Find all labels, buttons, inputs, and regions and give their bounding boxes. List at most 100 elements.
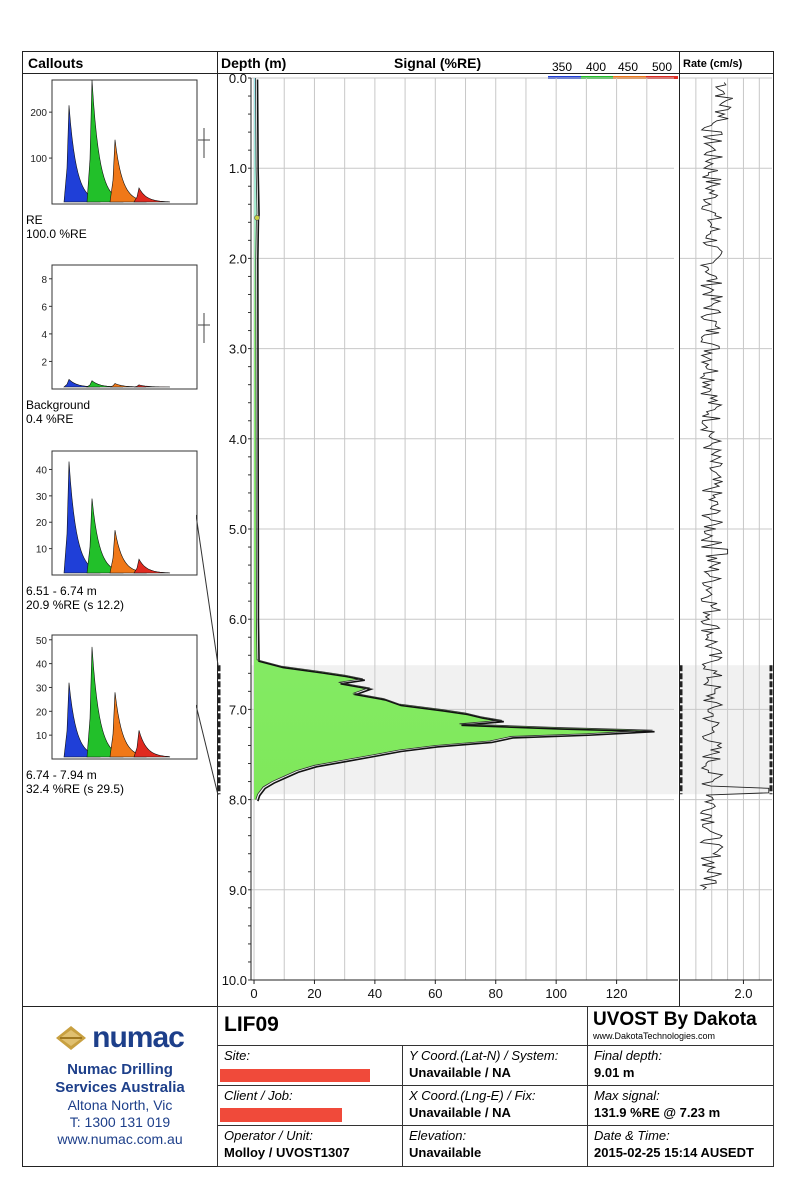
elevation-value: Unavailable [409,1145,482,1160]
callout-ytick-label: 10 [36,731,48,742]
max-signal-cell: Max signal: 131.9 %RE @ 7.23 m [587,1085,774,1126]
callout-ytick-label: 100 [30,154,47,165]
callout-background-label: Background [26,398,91,412]
x-tick-label: 40 [368,986,382,1001]
callout-background-value: 0.4 %RE [26,412,74,426]
callout-background: 2 4 6 8 Background 0.4 %RE [22,263,218,426]
callout-waveform-interval-2: 10 20 30 40 50 [36,634,198,760]
site-cell: Site: [217,1045,403,1086]
depth-header: Depth (m) [221,55,287,71]
signal-depth-chart: 0.0 1.0 2.0 3.0 4.0 5.0 6.0 7.0 8.0 9.0 10.00 20 40 6… [218,74,678,1001]
header-divider [22,73,774,74]
company-name-2: Services Australia [55,1079,185,1096]
brand-title: UVOST By Dakota [593,1009,757,1030]
callout-waveform-peak-3 [133,730,171,758]
callout-ytick-label: 40 [36,465,48,476]
ycoord-value: Unavailable / NA [409,1065,511,1080]
datetime-value: 2015-02-25 15:14 AUSEDT [594,1145,754,1160]
company-website[interactable]: www.numac.com.au [57,1131,183,1147]
y-tick-label: 7.0 [229,702,247,717]
signal-line [255,77,653,800]
callout-interval-2-value: 32.4 %RE (s 29.5) [26,782,125,796]
callout-interval-2: 10 20 30 40 50 6.74 - 7.94 m 32.4 %RE (s 29.… [22,633,218,796]
legend-label-400: 400 [586,60,607,74]
log-id-cell: LIF09 [217,1006,588,1046]
callout-plot-frame [51,264,198,390]
y-tick-label: 9.0 [229,883,247,898]
legend-label-500: 500 [652,60,673,74]
xcoord-cell: X Coord.(Lng-E) / Fix: Unavailable / NA [402,1085,588,1126]
max-signal-value: 131.9 %RE @ 7.23 m [594,1105,721,1120]
callout-interval-1: 10 20 30 40 6.51 - 6.74 m 20.9 %RE (s 12.2) [22,449,218,612]
x-tick-label: 0 [250,986,257,1001]
signal-shadow-line [256,79,655,802]
callout-waveform-peak-3 [133,187,171,203]
max-signal-label: Max signal: [594,1088,660,1103]
y-tick-label: 4.0 [229,432,247,447]
callout-ytick-label: 30 [36,683,48,694]
company-logo-text: numac [92,1021,185,1054]
x-tick-label: 80 [489,986,503,1001]
callout-ytick-label: 8 [41,275,47,286]
callout-ytick-label: 20 [36,518,48,529]
callout-waveform-re: 100 200 [30,79,210,205]
signal-header: Signal (%RE) [394,55,482,71]
callout-waveform-interval-1: 10 20 30 40 [36,450,198,576]
legend-label-450: 450 [618,60,639,74]
y-tick-label: 0.0 [229,74,247,86]
callout-ytick-label: 10 [36,545,48,556]
legend-label-350: 350 [552,60,573,74]
brand-url[interactable]: www.DakotaTechnologies.com [593,1031,716,1041]
y-tick-label: 10.0 [222,973,247,988]
y-tick-label: 1.0 [229,161,247,176]
callout-ytick-label: 2 [41,357,47,368]
callout-ytick-label: 50 [36,636,48,647]
callout-interval-2-label: 6.74 - 7.94 m [26,768,97,782]
y-tick-label: 6.0 [229,612,247,627]
callout-waveform-peak-3 [133,384,171,388]
callouts-divider [217,51,218,1007]
callout-ytick-label: 30 [36,492,48,503]
callout-interval-1-value: 20.9 %RE (s 12.2) [26,598,125,612]
rate-line [699,82,770,891]
elevation-cell: Elevation: Unavailable [402,1125,588,1167]
operator-value: Molloy / UVOST1307 [224,1145,350,1160]
callout-waveform-peak-3 [133,558,171,574]
x-tick-label: 120 [606,986,628,1001]
x-tick-label: 20 [307,986,321,1001]
callout-re-value: 100.0 %RE [26,227,87,241]
operator-label: Operator / Unit: [224,1128,313,1143]
callout-ytick-label: 6 [41,302,47,313]
company-name-1: Numac Drilling [67,1061,173,1078]
client-redaction [220,1108,342,1122]
company-phone: T: 1300 131 019 [69,1114,171,1130]
callout-waveform-background: 2 4 6 8 [41,264,210,390]
callout-ytick-label: 40 [36,660,48,671]
operator-cell: Operator / Unit: Molloy / UVOST1307 [217,1125,403,1167]
datetime-cell: Date & Time: 2015-02-25 15:14 AUSEDT [587,1125,774,1167]
x-tick-label: 60 [428,986,442,1001]
y-tick-label: 3.0 [229,342,247,357]
final-depth-cell: Final depth: 9.01 m [587,1045,774,1086]
rate-header: Rate (cm/s) [683,58,743,70]
client-label: Client / Job: [224,1088,293,1103]
client-cell: Client / Job: [217,1085,403,1126]
final-depth-label: Final depth: [594,1048,662,1063]
numac-logo-icon [56,1026,87,1050]
callout-ytick-label: 200 [30,108,47,119]
callout-re: 100 200 RE 100.0 %RE [22,78,218,241]
brand-cell: UVOST By Dakota www.DakotaTechnologies.c… [587,1006,774,1046]
company-address: Altona North, Vic [67,1097,173,1113]
elevation-label: Elevation: [409,1128,467,1143]
site-label: Site: [224,1048,251,1063]
signal-area [254,78,653,800]
y-tick-label: 8.0 [229,793,247,808]
callout-re-label: RE [26,213,43,227]
datetime-label: Date & Time: [594,1128,670,1143]
log-id: LIF09 [224,1013,279,1036]
callout-ytick-label: 20 [36,707,48,718]
company-block: numac Numac Drilling Services Australia … [22,1007,218,1167]
ycoord-label: Y Coord.(Lat-N) / System: [409,1048,559,1063]
xcoord-value: Unavailable / NA [409,1105,511,1120]
callout-ytick-label: 4 [41,330,47,341]
